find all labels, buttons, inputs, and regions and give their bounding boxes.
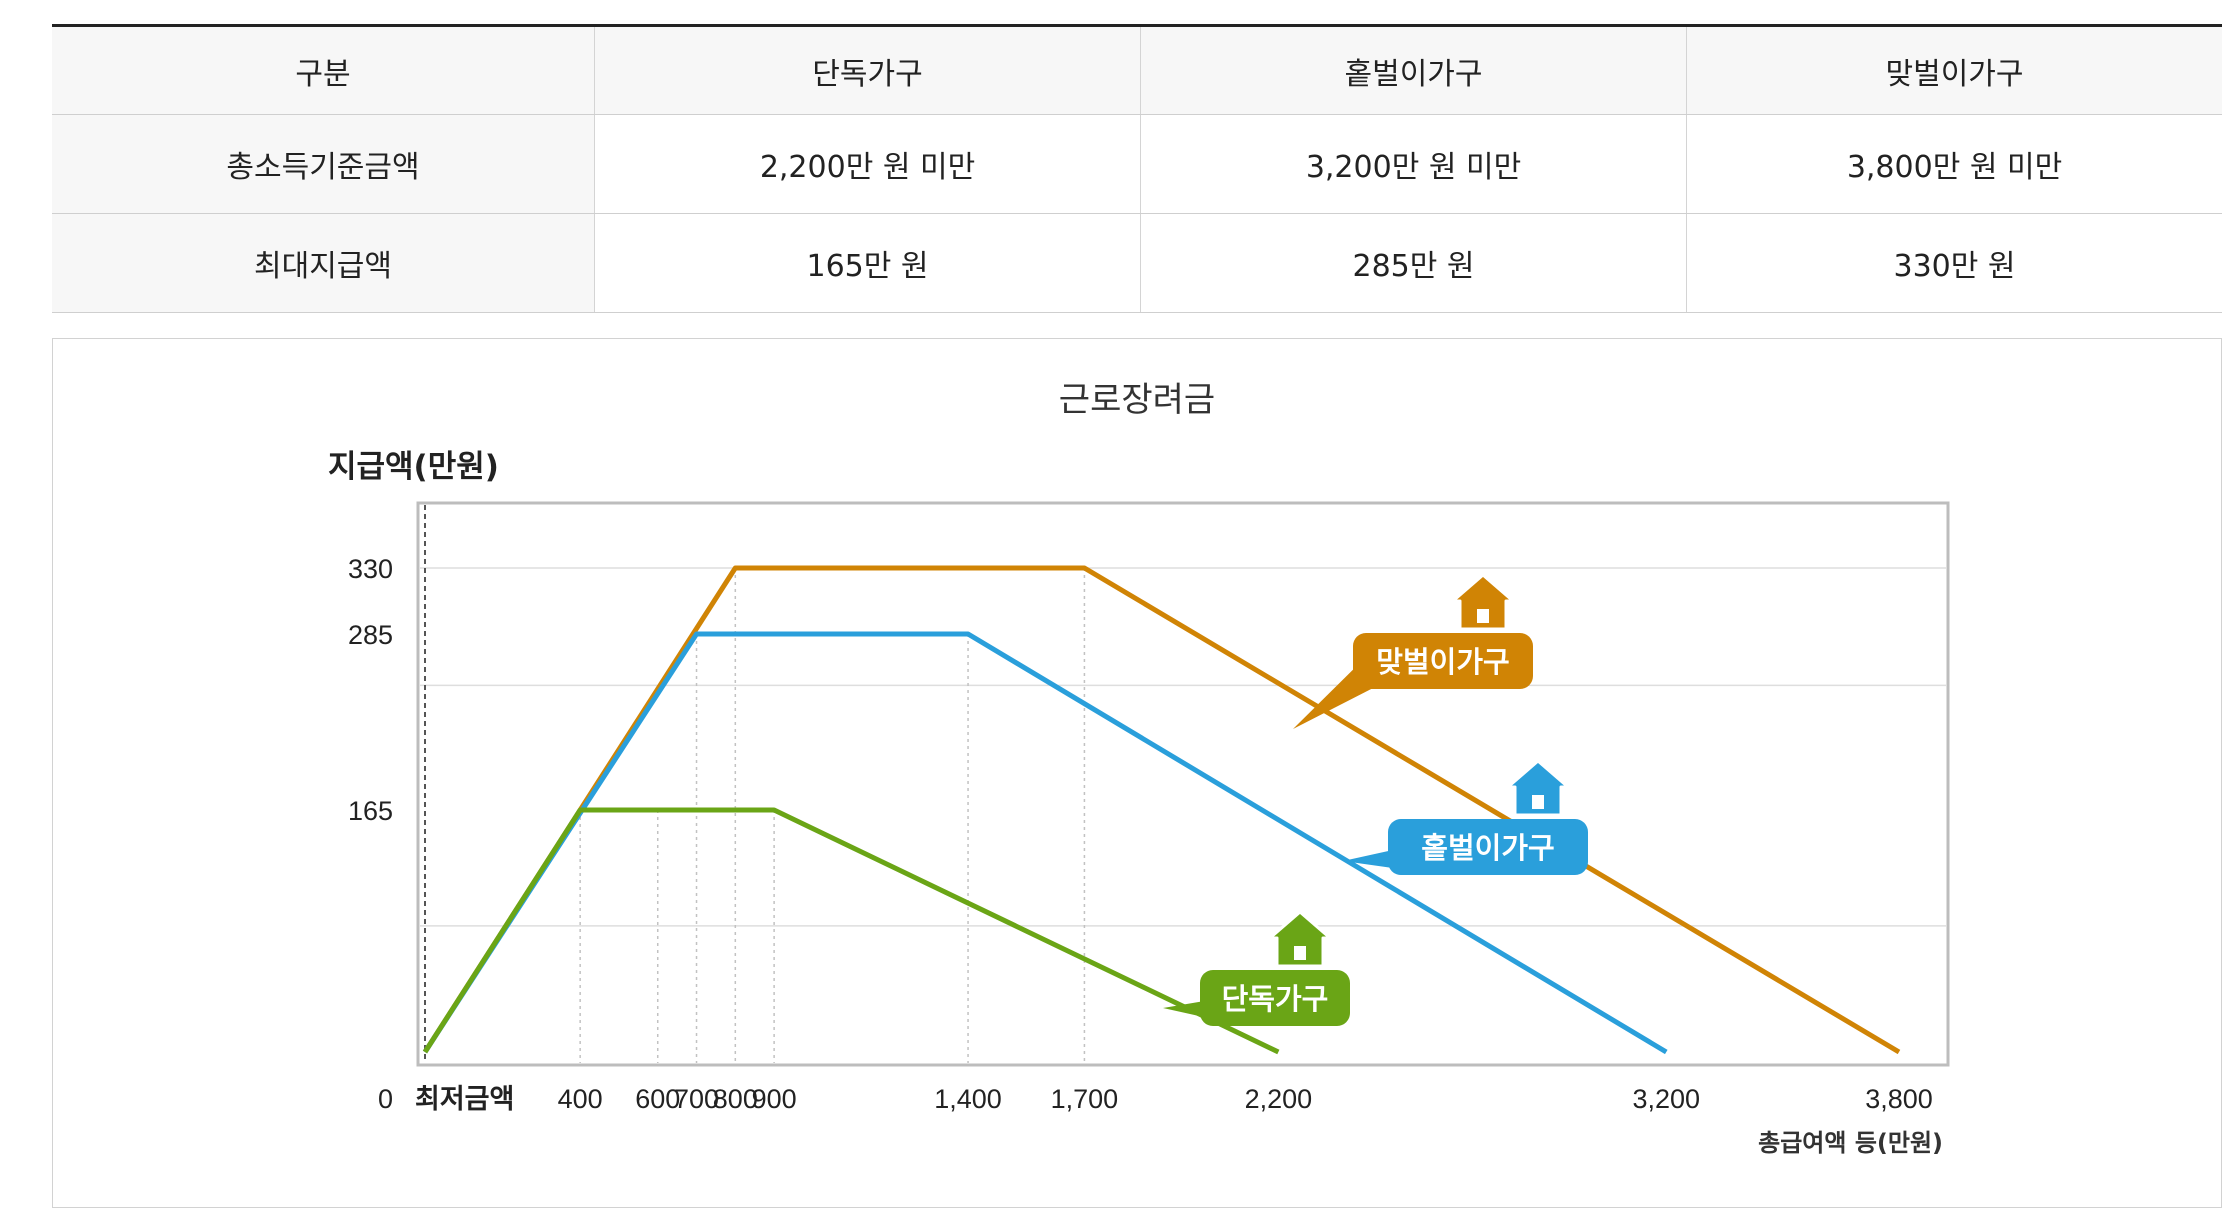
x-tick-label: 1,400 <box>934 1084 1002 1114</box>
header-category: 구분 <box>52 24 595 115</box>
table-cell: 3,200만 원 미만 <box>1140 114 1687 214</box>
x-tick-label: 800 <box>713 1084 758 1114</box>
table-cell: 330만 원 <box>1686 213 2222 313</box>
house-icon-door <box>1477 609 1489 623</box>
x-tick-label: 1,700 <box>1051 1084 1119 1114</box>
x-tick-label: 400 <box>558 1084 603 1114</box>
series-label-box <box>1388 819 1588 875</box>
header-single-earner: 홑벌이가구 <box>1140 24 1687 115</box>
y-tick-label: 165 <box>348 796 393 826</box>
series-line-단독가구 <box>422 807 1280 1055</box>
header-single: 단독가구 <box>594 24 1141 115</box>
x-axis-title: 총급여액 등(만원) <box>1758 1129 1943 1157</box>
y-tick-label: 0 <box>378 1084 393 1114</box>
plot-frame <box>416 501 1950 1067</box>
house-icon <box>1506 759 1570 817</box>
series-label-text: 맞벌이가구 <box>1376 645 1509 679</box>
house-icon <box>1268 910 1332 968</box>
header-dual-earner: 맞벌이가구 <box>1686 24 2222 115</box>
x-origin-label: 최저금액 <box>415 1084 514 1115</box>
x-tick-label: 2,200 <box>1245 1084 1313 1114</box>
summary-table: 구분 단독가구 홑벌이가구 맞벌이가구 총소득기준금액 2,200만 원 미만 … <box>52 24 2222 313</box>
y-axis-title: 지급액(만원) <box>328 449 499 485</box>
y-tick-label: 285 <box>348 620 393 650</box>
house-icon <box>1451 573 1515 631</box>
x-tick-label: 700 <box>674 1084 719 1114</box>
row-label-max-payment: 최대지급액 <box>52 213 595 313</box>
row-label-income: 총소득기준금액 <box>52 114 595 214</box>
table-row: 최대지급액 165만 원 285만 원 330만 원 <box>52 213 2222 313</box>
series-label-text: 홑벌이가구 <box>1421 831 1554 865</box>
chart-title: 근로장려금 <box>1059 380 1215 420</box>
x-tick-label: 3,800 <box>1865 1084 1933 1114</box>
table-cell: 165만 원 <box>594 213 1141 313</box>
table-cell: 3,800만 원 미만 <box>1686 114 2222 214</box>
x-tick-label: 900 <box>752 1084 797 1114</box>
series-label-text: 단독가구 <box>1222 982 1329 1016</box>
series-label-box <box>1200 970 1350 1026</box>
table-row: 총소득기준금액 2,200만 원 미만 3,200만 원 미만 3,800만 원… <box>52 114 2222 214</box>
house-icon-door <box>1532 795 1544 809</box>
series-label-box <box>1353 633 1533 689</box>
table-cell: 285만 원 <box>1140 213 1687 313</box>
x-tick-label: 600 <box>635 1084 680 1114</box>
house-icon-door <box>1294 946 1306 960</box>
table-cell: 2,200만 원 미만 <box>594 114 1141 214</box>
x-tick-label: 3,200 <box>1632 1084 1700 1114</box>
table-header-row: 구분 단독가구 홑벌이가구 맞벌이가구 <box>52 24 2222 115</box>
y-tick-label: 330 <box>348 554 393 584</box>
